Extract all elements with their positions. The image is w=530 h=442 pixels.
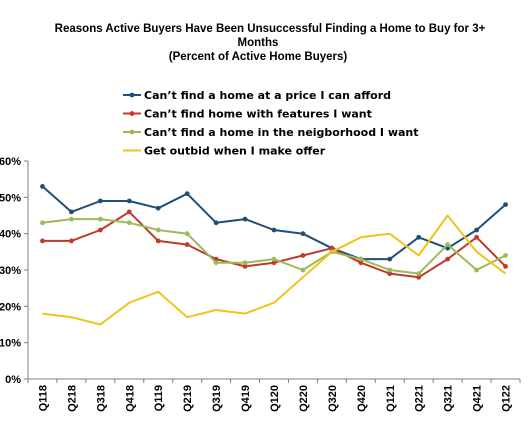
legend-item-can-t-find-a-home-in-the-neigborhood-i-want: Can’t find a home in the neigborhood I w…: [123, 126, 419, 139]
data-point: [387, 267, 393, 273]
data-point: [474, 234, 479, 240]
data-point: [358, 256, 364, 262]
data-point: [387, 271, 393, 277]
chart-title: Reasons Active Buyers Have Been Unsucces…: [55, 23, 486, 63]
x-tick-label: Q120: [269, 385, 281, 412]
data-point: [474, 267, 479, 273]
axes: 0% 10% 20% 30% 40% 50% 60% Q118 Q218 Q318 Q418 Q119…: [0, 156, 521, 412]
y-tick-label: 10%: [0, 338, 21, 350]
y-tick-label: 50%: [0, 192, 21, 204]
data-point: [271, 227, 277, 233]
data-point: [445, 256, 451, 262]
x-tick-label: Q421: [472, 385, 484, 412]
data-point: [503, 202, 508, 208]
chart-title-line-1: Reasons Active Buyers Have Been Unsucces…: [55, 23, 486, 35]
x-tick-label: Q320: [327, 385, 339, 412]
data-point: [213, 220, 219, 226]
legend-label: Get outbid when I make offer: [144, 145, 326, 158]
legend-label: Can’t find a home at a price I can affor…: [144, 89, 391, 102]
data-point: [97, 227, 103, 233]
data-point: [155, 205, 161, 211]
x-tick-label: Q121: [385, 385, 397, 412]
legend-item-can-t-find-a-home-at-a-price-i-can-afford: Can’t find a home at a price I can affor…: [123, 89, 391, 102]
series-group: [40, 184, 508, 326]
legend-label: Can’t find home with features I want: [144, 108, 372, 121]
data-point: [242, 260, 248, 266]
data-point: [503, 253, 508, 258]
data-point: [126, 198, 132, 204]
x-tick-label: Q122: [501, 385, 513, 412]
data-point: [358, 260, 364, 266]
legend-label: Can’t find a home in the neigborhood I w…: [144, 126, 419, 139]
legend-marker: [129, 129, 135, 135]
data-point: [271, 256, 277, 262]
chart-subtitle: (Percent of Active Home Buyers): [169, 51, 348, 63]
data-point: [329, 245, 335, 251]
data-point: [40, 184, 45, 189]
x-tick-label: Q319: [211, 385, 223, 412]
y-tick-label: 0%: [5, 374, 21, 386]
data-point: [271, 260, 277, 266]
data-point: [184, 231, 190, 237]
data-point: [300, 231, 306, 237]
data-point: [40, 238, 45, 244]
x-tick-label: Q119: [153, 385, 165, 411]
x-tick-label: Q419: [240, 385, 252, 412]
x-tick-label: Q221: [414, 385, 426, 412]
legend-item-can-t-find-home-with-features-i-want: Can’t find home with features I want: [123, 108, 372, 121]
data-point: [416, 274, 422, 280]
legend-item-get-outbid-when-i-make-offer: Get outbid when I make offer: [123, 145, 326, 158]
data-point: [503, 263, 508, 269]
x-tick-label: Q118: [37, 385, 49, 411]
data-point: [213, 260, 219, 266]
data-point: [97, 216, 103, 222]
data-point: [416, 234, 422, 240]
data-point: [126, 220, 132, 226]
legend: Can’t find a home at a price I can affor…: [123, 89, 419, 158]
x-tick-label: Q420: [356, 385, 368, 412]
data-point: [97, 198, 103, 204]
data-point: [184, 242, 190, 247]
data-point: [242, 263, 248, 269]
y-tick-label: 20%: [0, 301, 21, 313]
x-tick-label: Q321: [443, 385, 455, 412]
x-tick-label: Q418: [124, 385, 136, 412]
data-point: [300, 253, 306, 258]
data-point: [387, 256, 393, 262]
chart-title-line-2: Months: [238, 37, 279, 49]
data-point: [184, 191, 190, 197]
series-line: [42, 214, 507, 326]
x-tick-label: Q219: [182, 385, 194, 412]
series-can-t-find-a-home-in-the-neigborhood-i-want: [40, 216, 508, 277]
data-point: [155, 238, 161, 244]
x-tick-label: Q220: [298, 385, 310, 412]
data-point: [416, 271, 422, 277]
data-point: [126, 209, 132, 215]
y-tick-label: 40%: [0, 229, 21, 241]
y-tick-label: 60%: [0, 156, 21, 168]
data-point: [300, 267, 306, 273]
data-point: [474, 227, 479, 233]
y-tick-label: 30%: [0, 265, 21, 277]
data-point: [69, 209, 74, 215]
data-point: [69, 216, 74, 222]
data-point: [155, 227, 161, 233]
x-tick-label: Q318: [95, 385, 107, 412]
x-tick-label: Q218: [66, 385, 78, 412]
data-point: [242, 216, 248, 222]
series-get-outbid-when-i-make-offer: [42, 214, 507, 326]
series-can-t-find-home-with-features-i-want: [40, 209, 508, 280]
legend-marker: [129, 92, 135, 98]
data-point: [40, 220, 45, 226]
data-point: [69, 238, 74, 244]
legend-marker: [129, 111, 135, 116]
data-point: [445, 242, 451, 247]
